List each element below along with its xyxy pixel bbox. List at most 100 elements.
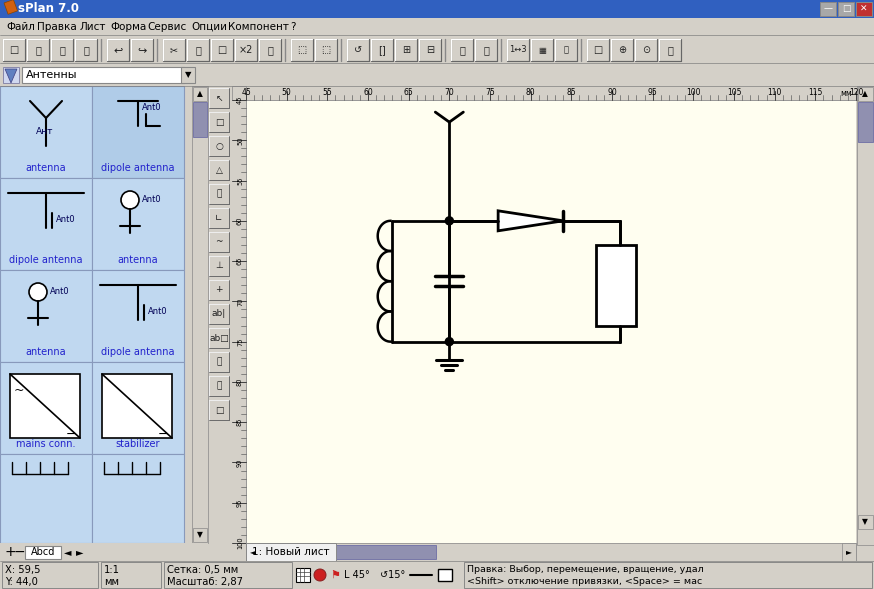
- Bar: [2, 562, 98, 588]
- Bar: [92, 86, 184, 178]
- Text: Правка: Выбор, перемещение, вращение, удал: Правка: Выбор, перемещение, вращение, уд…: [467, 565, 704, 574]
- Text: antenna: antenna: [25, 163, 66, 173]
- Bar: [232, 100, 246, 543]
- Text: 🔒: 🔒: [483, 45, 489, 55]
- Text: Ant0: Ant0: [148, 307, 168, 316]
- Bar: [857, 86, 874, 545]
- Bar: [0, 270, 92, 362]
- Bar: [507, 39, 529, 61]
- Text: 💾: 💾: [59, 45, 65, 55]
- Text: ↩: ↩: [114, 45, 122, 55]
- Bar: [92, 454, 184, 543]
- Bar: [209, 232, 229, 252]
- Text: □: □: [842, 5, 850, 14]
- Text: Abcd: Abcd: [31, 547, 55, 557]
- Bar: [209, 256, 229, 276]
- Bar: [3, 67, 19, 83]
- Bar: [209, 88, 229, 108]
- Text: 90: 90: [237, 458, 243, 466]
- Text: 95: 95: [237, 498, 243, 507]
- Bar: [209, 208, 229, 228]
- Text: □: □: [218, 45, 226, 55]
- Text: 85: 85: [566, 88, 576, 97]
- Text: <Shift> отключение привязки, <Space> = мас: <Shift> отключение привязки, <Space> = м…: [467, 577, 702, 587]
- Text: X: 59,5: X: 59,5: [5, 565, 40, 575]
- Bar: [0, 362, 92, 454]
- Bar: [246, 543, 260, 561]
- Text: −: −: [66, 428, 77, 441]
- Text: 🔒: 🔒: [459, 45, 465, 55]
- Circle shape: [446, 217, 454, 225]
- Text: dipole antenna: dipole antenna: [101, 347, 175, 357]
- Text: 65: 65: [237, 257, 243, 265]
- Text: ◄: ◄: [64, 547, 72, 557]
- Bar: [858, 515, 873, 529]
- Bar: [209, 352, 229, 372]
- Bar: [246, 543, 336, 561]
- Text: Правка: Правка: [37, 22, 77, 32]
- Text: ✂: ✂: [170, 45, 178, 55]
- Text: □: □: [215, 117, 223, 127]
- Bar: [464, 562, 872, 588]
- Text: dipole antenna: dipole antenna: [101, 163, 175, 173]
- Text: Файл: Файл: [6, 22, 35, 32]
- Text: ⊙: ⊙: [642, 45, 650, 55]
- Text: dipole antenna: dipole antenna: [10, 255, 83, 265]
- Text: 1↔3: 1↔3: [510, 45, 527, 55]
- Bar: [0, 454, 92, 543]
- Bar: [209, 112, 229, 132]
- Text: ↖: ↖: [215, 94, 223, 102]
- Bar: [193, 87, 207, 101]
- Bar: [0, 18, 874, 36]
- Circle shape: [446, 337, 454, 346]
- Text: 60: 60: [363, 88, 373, 97]
- Text: Ant0: Ant0: [142, 104, 162, 112]
- Text: ►: ►: [76, 547, 84, 557]
- Text: □: □: [593, 45, 603, 55]
- Bar: [92, 178, 184, 270]
- Text: ⚑: ⚑: [330, 570, 340, 580]
- Text: ↺15°: ↺15°: [380, 570, 406, 580]
- Text: ▲: ▲: [862, 90, 868, 98]
- Text: Ant0: Ant0: [142, 196, 162, 204]
- Text: 60: 60: [237, 217, 243, 225]
- Text: 📁: 📁: [35, 45, 41, 55]
- Bar: [4, 0, 17, 14]
- Text: 🖼: 🖼: [216, 358, 222, 366]
- Bar: [209, 400, 229, 420]
- Text: мм: мм: [104, 577, 119, 587]
- Text: 55: 55: [237, 176, 243, 185]
- Bar: [246, 100, 856, 543]
- Bar: [259, 39, 281, 61]
- Text: 1:1: 1:1: [104, 565, 120, 575]
- Text: 75: 75: [485, 88, 495, 97]
- Text: ↺: ↺: [354, 45, 362, 55]
- Bar: [10, 374, 80, 438]
- Text: 70: 70: [237, 297, 243, 306]
- Bar: [858, 102, 873, 142]
- Text: ▲: ▲: [197, 90, 203, 98]
- Text: Компонент: Компонент: [228, 22, 289, 32]
- Bar: [475, 39, 497, 61]
- Text: 65: 65: [404, 88, 413, 97]
- Bar: [395, 39, 417, 61]
- Text: 50: 50: [281, 88, 292, 97]
- Text: −: −: [158, 428, 169, 441]
- Bar: [92, 362, 184, 454]
- Bar: [315, 39, 337, 61]
- Text: 45: 45: [237, 96, 243, 104]
- Text: ○: ○: [215, 141, 223, 151]
- Text: 50: 50: [237, 136, 243, 144]
- Bar: [438, 569, 452, 581]
- Text: 70: 70: [445, 88, 454, 97]
- Bar: [209, 328, 229, 348]
- Bar: [0, 178, 92, 270]
- Bar: [193, 102, 207, 137]
- Bar: [75, 39, 97, 61]
- Bar: [209, 280, 229, 300]
- Text: 90: 90: [607, 88, 617, 97]
- Bar: [25, 546, 61, 559]
- Bar: [209, 184, 229, 204]
- Bar: [856, 2, 872, 16]
- Text: 75: 75: [237, 337, 243, 346]
